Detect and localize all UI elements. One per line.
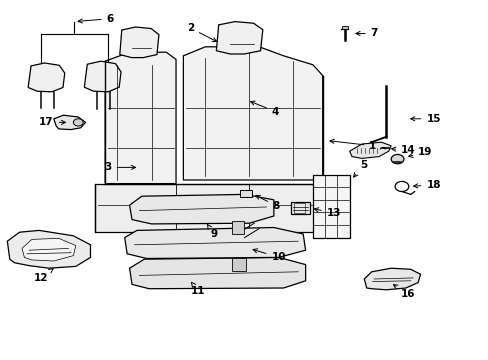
Text: 13: 13 bbox=[314, 208, 341, 218]
Polygon shape bbox=[120, 27, 159, 58]
Polygon shape bbox=[84, 61, 121, 92]
Polygon shape bbox=[129, 257, 305, 289]
Bar bbox=[291, 202, 309, 214]
Bar bbox=[232, 221, 244, 234]
Text: 3: 3 bbox=[104, 162, 135, 172]
Polygon shape bbox=[7, 230, 90, 268]
Polygon shape bbox=[349, 142, 390, 158]
Polygon shape bbox=[183, 47, 322, 180]
Text: 4: 4 bbox=[250, 101, 279, 117]
Text: 17: 17 bbox=[39, 117, 65, 127]
Text: 18: 18 bbox=[413, 180, 440, 190]
Polygon shape bbox=[105, 52, 176, 184]
Bar bbox=[312, 175, 349, 238]
Text: 15: 15 bbox=[410, 114, 440, 124]
Text: 10: 10 bbox=[253, 249, 285, 262]
Polygon shape bbox=[216, 22, 263, 54]
Text: 2: 2 bbox=[186, 23, 216, 41]
Text: 12: 12 bbox=[33, 269, 53, 283]
Text: 6: 6 bbox=[78, 14, 114, 24]
Bar bbox=[239, 190, 251, 197]
Circle shape bbox=[73, 119, 83, 126]
Polygon shape bbox=[22, 238, 76, 261]
Polygon shape bbox=[129, 194, 273, 224]
Polygon shape bbox=[95, 184, 322, 232]
Polygon shape bbox=[124, 228, 305, 258]
Text: 19: 19 bbox=[408, 147, 431, 157]
Polygon shape bbox=[28, 63, 64, 92]
Text: 8: 8 bbox=[255, 195, 280, 211]
Text: 11: 11 bbox=[190, 282, 205, 296]
Bar bbox=[232, 258, 245, 271]
Circle shape bbox=[390, 154, 403, 164]
Text: 14: 14 bbox=[391, 145, 415, 156]
Text: 7: 7 bbox=[355, 28, 377, 39]
Text: 9: 9 bbox=[206, 224, 217, 239]
Polygon shape bbox=[54, 115, 85, 130]
Text: 1: 1 bbox=[329, 139, 376, 151]
Text: 16: 16 bbox=[393, 285, 415, 299]
Text: 5: 5 bbox=[353, 159, 367, 177]
Bar bbox=[341, 26, 347, 29]
Bar bbox=[294, 203, 305, 213]
Polygon shape bbox=[364, 268, 420, 290]
